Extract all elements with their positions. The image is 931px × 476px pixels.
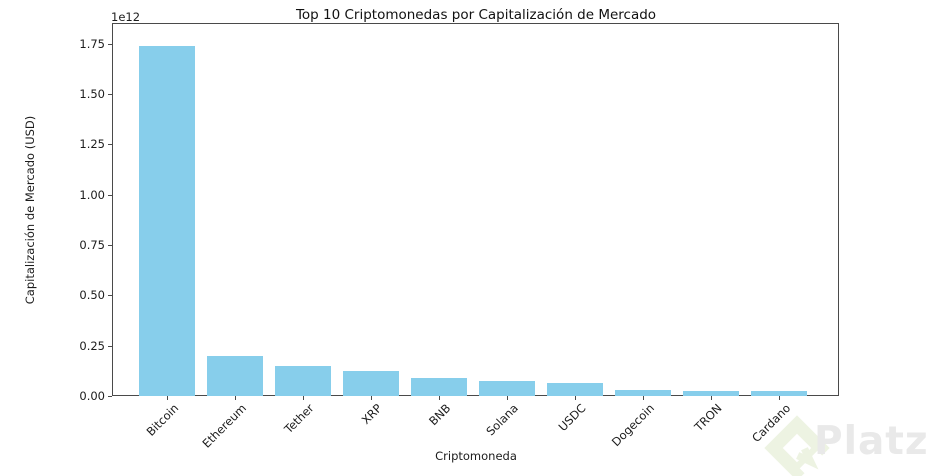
y-tick-label: 1.75 <box>79 36 105 51</box>
y-tick-label: 1.50 <box>79 86 105 101</box>
bar <box>547 383 603 396</box>
y-tick-label: 1.25 <box>79 137 105 152</box>
platzi-watermark: Platzi <box>760 412 931 476</box>
bar <box>275 365 331 396</box>
bar <box>411 378 467 396</box>
y-tick-label: 0.00 <box>79 389 105 403</box>
x-tick-mark <box>439 396 440 400</box>
y-tick-label: 0.75 <box>79 237 105 252</box>
x-tick-mark <box>167 396 168 400</box>
x-tick-label: Solana <box>483 401 521 439</box>
x-tick-mark <box>643 396 644 400</box>
bar <box>343 371 399 396</box>
y-tick-mark <box>108 295 112 296</box>
y-tick-label: 0.50 <box>79 288 105 303</box>
y-tick-mark <box>108 44 112 45</box>
x-tick-mark <box>711 396 712 400</box>
y-tick-mark <box>108 195 112 196</box>
y-tick-mark <box>108 346 112 347</box>
y-tick-mark <box>108 144 112 145</box>
x-tick-label: XRP <box>358 401 385 428</box>
x-tick-label: TRON <box>691 401 725 435</box>
y-tick-mark <box>108 245 112 246</box>
bar <box>207 355 263 396</box>
x-tick-label: Tether <box>281 401 317 437</box>
y-tick-label: 0.25 <box>79 338 105 353</box>
platzi-wordmark: Platzi <box>814 419 931 464</box>
x-tick-label: USDC <box>555 401 589 434</box>
bar <box>683 390 739 396</box>
plot-area <box>112 23 839 396</box>
x-tick-mark <box>235 396 236 400</box>
x-tick-mark <box>303 396 304 400</box>
chart-title: Top 10 Criptomonedas por Capitalización … <box>295 7 657 23</box>
y-tick-label: 1.00 <box>79 187 105 202</box>
bar <box>479 381 535 396</box>
x-tick-label: BNB <box>425 401 453 429</box>
bar <box>615 390 671 396</box>
bar <box>139 45 195 396</box>
bar <box>751 390 807 396</box>
x-tick-label: Bitcoin <box>143 401 181 439</box>
platzi-logo-icon <box>764 415 830 476</box>
x-axis-label: Criptomoneda <box>435 449 517 463</box>
x-tick-mark <box>779 396 780 400</box>
y-tick-mark <box>108 396 112 397</box>
x-tick-label: Dogecoin <box>608 401 657 450</box>
y-tick-mark <box>108 94 112 95</box>
x-tick-mark <box>575 396 576 400</box>
x-tick-mark <box>371 396 372 400</box>
x-tick-mark <box>507 396 508 400</box>
x-tick-label: Ethereum <box>199 401 249 451</box>
y-axis-offset-label: 1e12 <box>111 10 141 24</box>
